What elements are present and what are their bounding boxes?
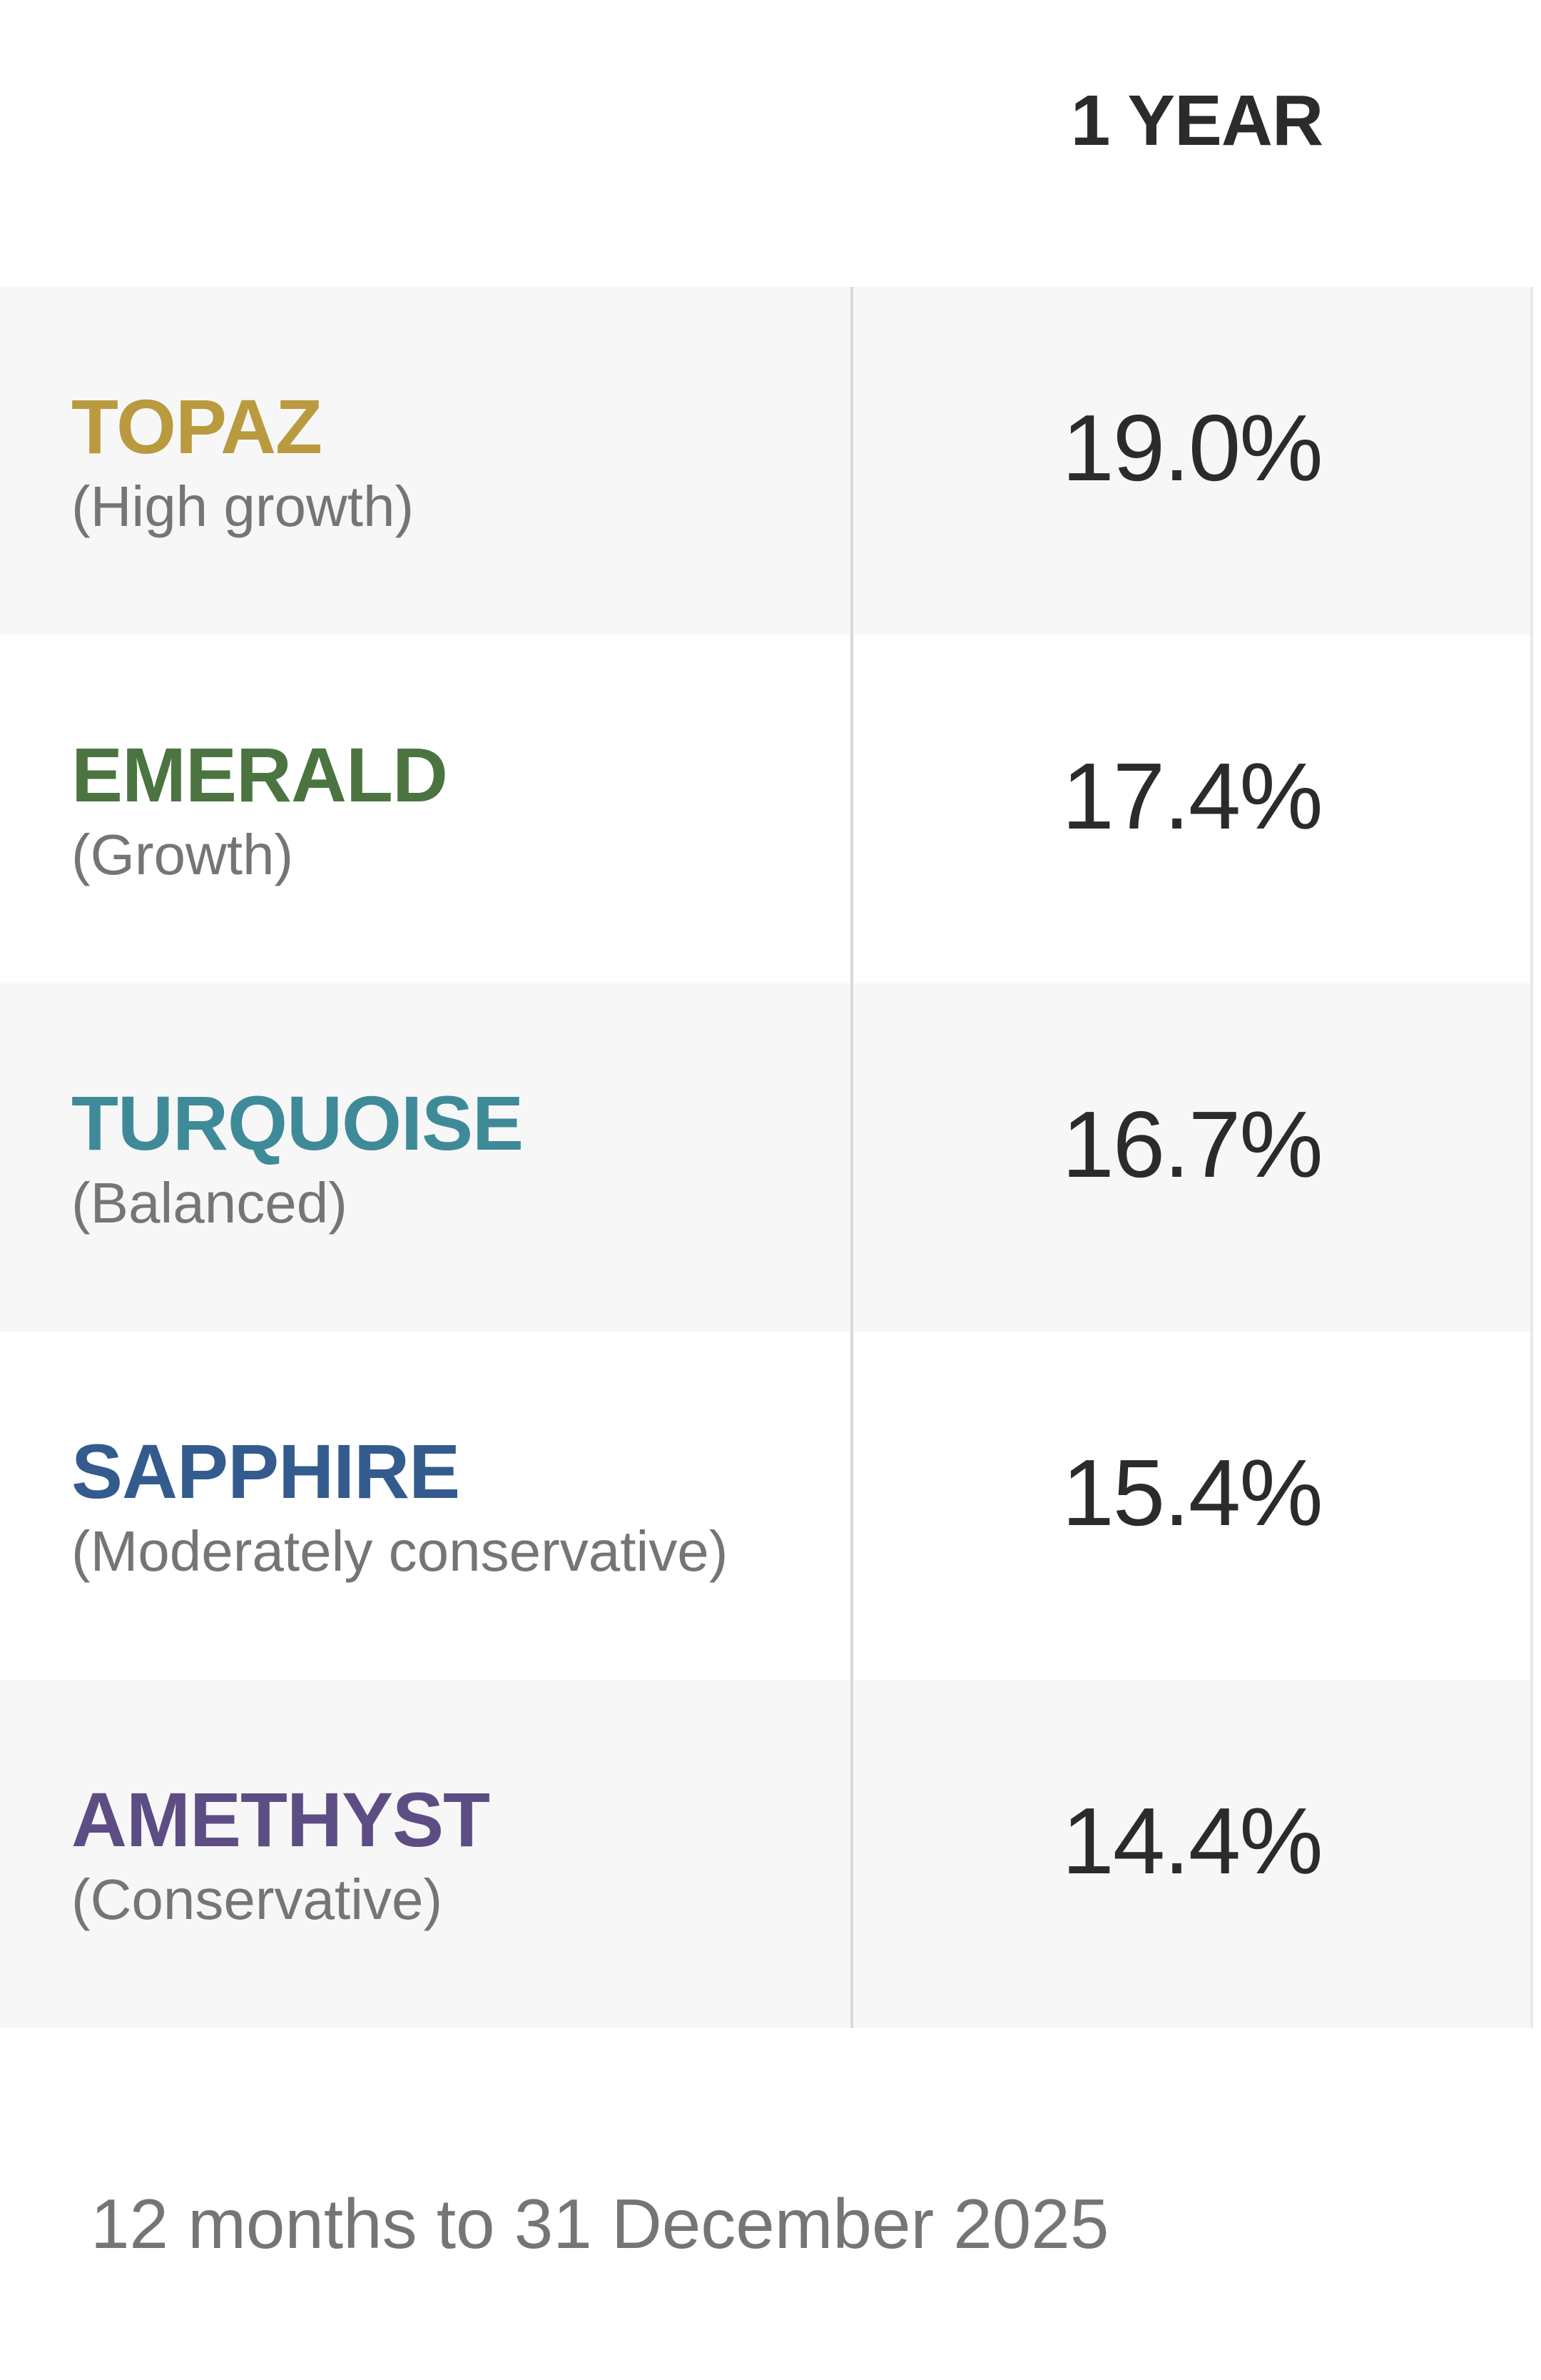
fund-description: (Growth) [71,823,294,886]
fund-return: 16.7% [1062,1092,1323,1197]
period-footnote: 12 months to 31 December 2025 [91,2184,1109,2263]
column-divider [850,287,853,2028]
fund-name: TURQUOISE [71,1080,524,1166]
fund-name: SAPPHIRE [71,1428,460,1514]
table-right-edge [1530,287,1533,2028]
fund-name: EMERALD [71,731,448,818]
returns-table: TOPAZ (High growth) 19.0% EMERALD (Growt… [0,287,1530,2028]
fund-description: (High growth) [71,475,415,538]
fund-return: 14.4% [1062,1788,1323,1893]
table-row-turquoise: TURQUOISE (Balanced) 16.7% [0,983,1530,1332]
table-row-emerald: EMERALD (Growth) 17.4% [0,635,1530,983]
column-title-1-year: 1 YEAR [1070,81,1323,161]
fund-description: (Conservative) [71,1868,443,1931]
fund-return: 17.4% [1062,744,1323,849]
fund-name: TOPAZ [71,383,322,470]
fund-description: (Moderately conservative) [71,1519,728,1583]
fund-description: (Balanced) [71,1171,347,1235]
table-header: 1 YEAR [0,0,1541,287]
table-row-amethyst: AMETHYST (Conservative) 14.4% [0,1680,1530,2028]
table-row-topaz: TOPAZ (High growth) 19.0% [0,287,1530,635]
fund-name: AMETHYST [71,1776,490,1863]
fund-return: 15.4% [1062,1440,1323,1545]
fund-return: 19.0% [1062,395,1323,500]
table-row-sapphire: SAPPHIRE (Moderately conservative) 15.4% [0,1332,1530,1680]
